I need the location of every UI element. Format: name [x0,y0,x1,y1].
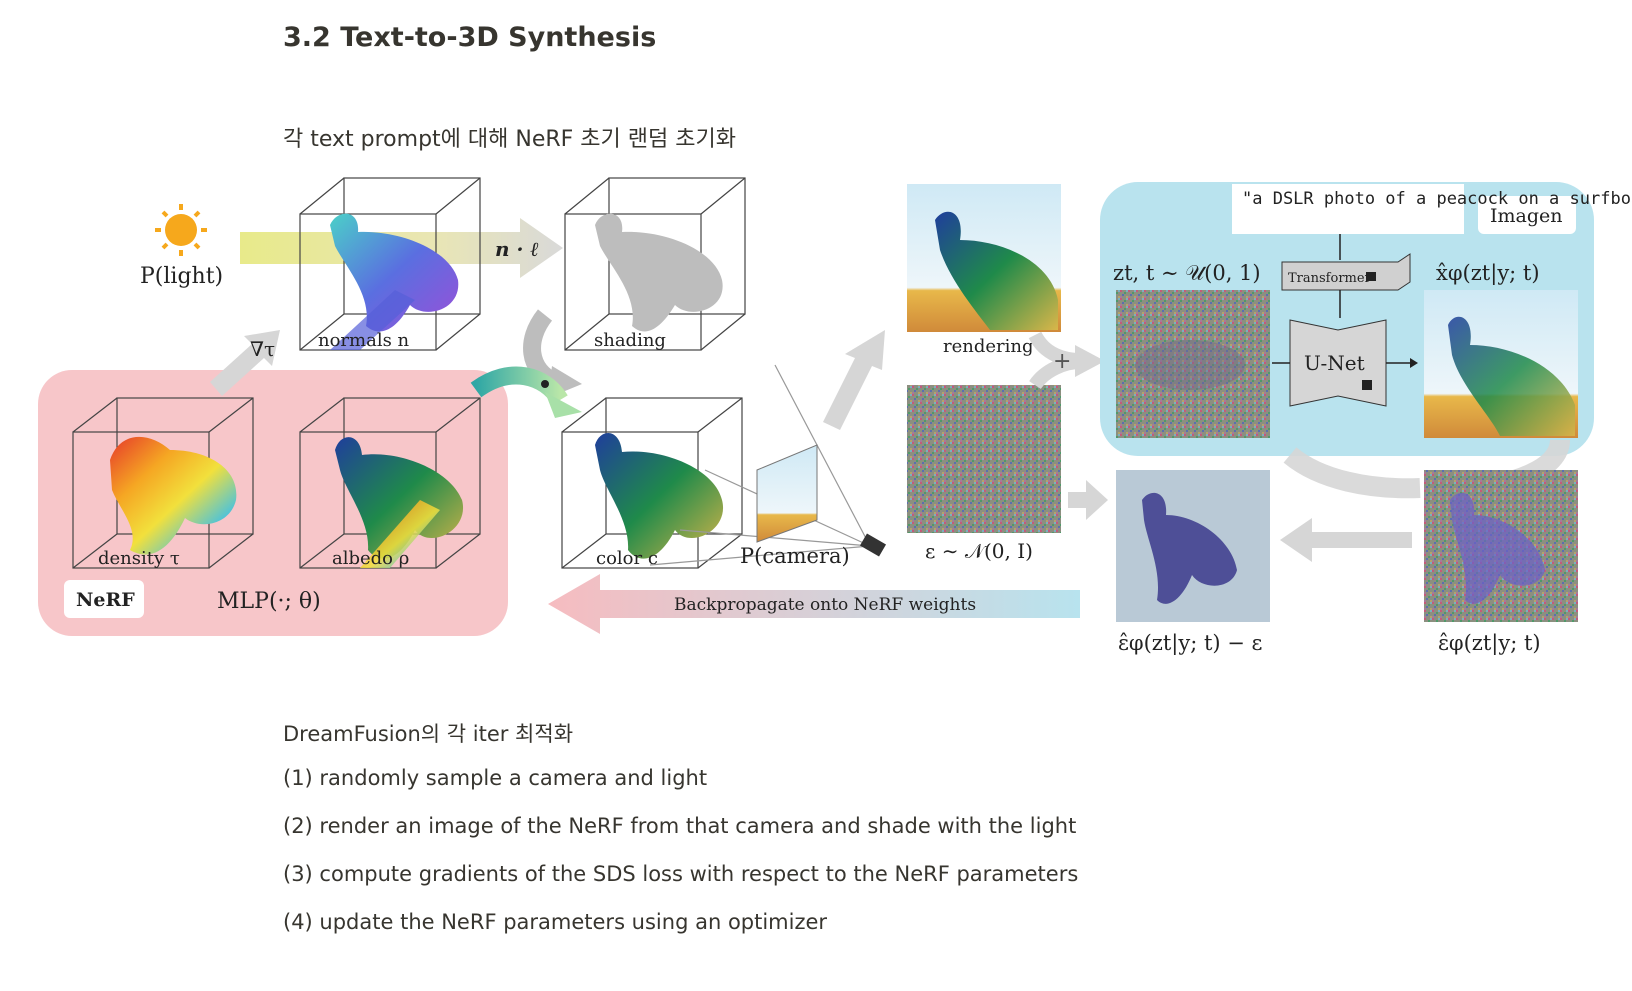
imagen-badge: Imagen [1490,205,1563,227]
step-item: (4) update the NeRF parameters using an … [283,910,828,934]
imagen-badge-box [1478,196,1576,234]
noise-label: ε ∼ 𝒩(0, I) [925,539,1033,563]
teal-arrowhead [545,392,582,418]
eps-hat-label: ε̂φ(zt|y; t) [1438,631,1541,656]
step-item: (1) randomly sample a camera and light [283,766,708,790]
n-dot-l-label: n · ℓ [495,237,539,261]
step-item: (2) render an image of the NeRF from tha… [283,814,1077,838]
step-item: (3) compute gradients of the SDS loss wi… [283,862,1079,886]
shading-label: shading [594,330,666,351]
to-rendering-arrow [823,330,885,430]
nerf-badge: NeRF [76,589,135,611]
backprop-label: Backpropagate onto NeRF weights [674,595,976,615]
transformer-block [1281,253,1411,291]
prompt-line: "a DSLR photo of a peacock on a surfboar… [1242,189,1632,209]
eps-diff-bird [1142,492,1237,604]
noisy-latent-shape [1135,340,1245,390]
multiply-dot [541,380,549,388]
noise-to-diff-arrow [1068,480,1108,520]
albedo-to-color-arrow [470,366,568,406]
density-label: density τ [98,548,180,569]
gradient-arrow [210,330,280,396]
camera-label: P(camera) [740,544,850,568]
noise-image [907,385,1061,533]
backprop-arrow [548,574,1080,634]
albedo-surfboard [360,500,440,568]
nerf-badge-box [64,580,144,618]
zt-label: zt, t ∼ 𝒰(0, 1) [1113,261,1261,285]
eps-diff-label: ε̂φ(zt|y; t) − ε [1118,631,1262,656]
shading-bird [595,213,723,332]
rendering-label: rendering [943,336,1034,357]
steps-intro: DreamFusion의 각 iter 최적화 [283,722,574,746]
camera-frustum [649,364,871,566]
eps-hat-bird [1450,492,1545,604]
unet-lock-icon [1362,380,1372,390]
normals-label: normals n [318,330,410,351]
albedo-label: albedo ρ [332,548,409,569]
light-label: P(light) [140,264,223,289]
color-bird [595,433,724,559]
density-bird [110,436,237,555]
transformer-label: Transformer [1288,271,1372,286]
normals-bird [330,213,459,332]
prompt-box-bg [1232,184,1464,234]
prompt-text: "a DSLR photo of a peacock on a surfboar… [1242,189,1632,209]
normals-shadow [330,290,415,350]
merge-arrowhead [1075,345,1105,377]
unet-output-arrowhead [1410,358,1418,368]
density-cube [72,397,254,569]
nabla-label: ∇τ [250,337,275,361]
sun-icon [155,204,207,256]
albedo-bird [335,437,464,559]
unet-label: U-Net [1304,351,1365,375]
figure-caption: 각 text prompt에 대해 NeRF 초기 랜덤 초기화 [283,127,736,152]
eps-to-diff-arrow [1280,518,1412,562]
xhat-label: x̂φ(zt|y; t) [1436,261,1540,286]
dreamfusion-diagram: P(light) NeRF MLP(·; θ) ∇τ density τ alb… [38,177,1632,656]
camera-image-plane [756,444,818,543]
denoised-peacock [1448,316,1575,436]
section-heading: 3.2 Text-to-3D Synthesis [283,22,657,53]
rendering-peacock [935,211,1058,330]
color-label: color c [596,548,658,569]
nerf-panel [38,370,508,636]
noisy-latent-image [1116,290,1270,438]
camera-icon [859,533,887,557]
transformer-lock-icon [1366,272,1376,281]
mlp-label: MLP(·; θ) [217,589,321,614]
plus-label: + [1053,349,1071,374]
